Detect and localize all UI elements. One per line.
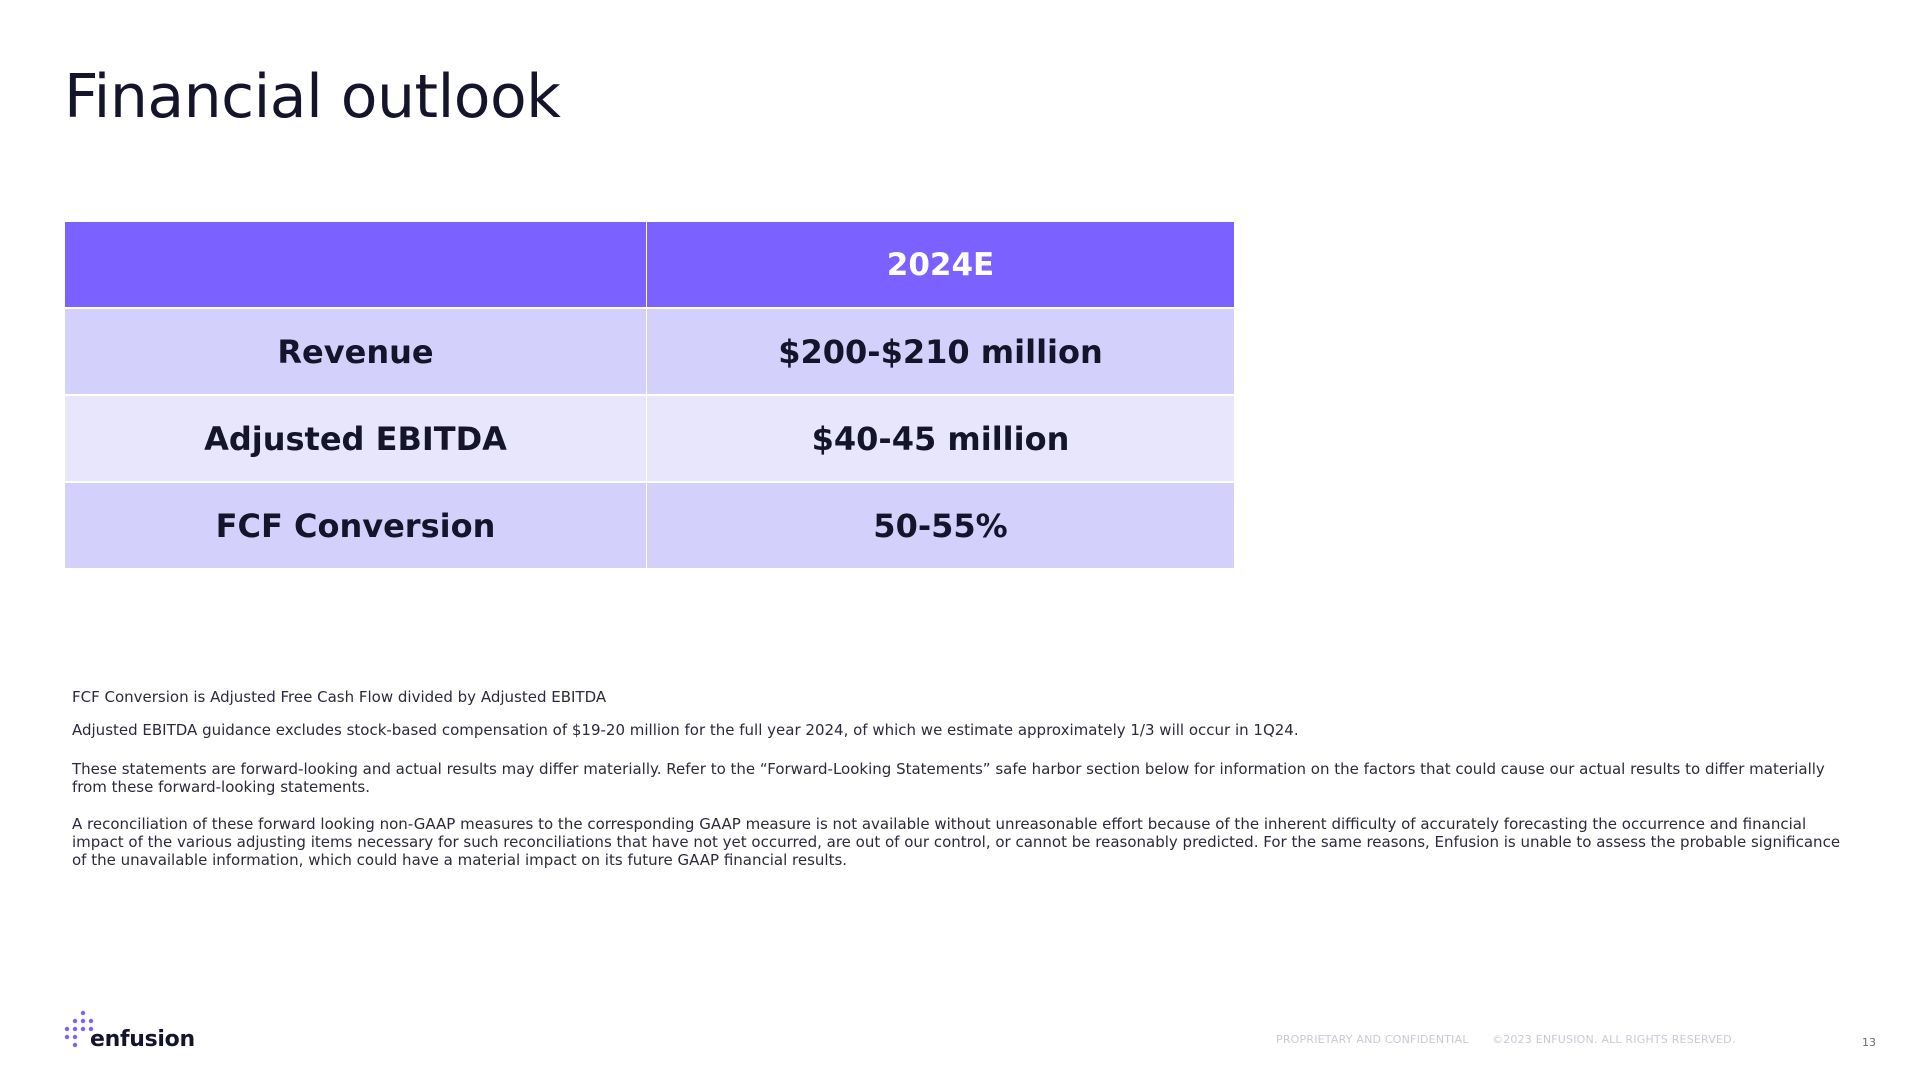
footer-confidential: PROPRIETARY AND CONFIDENTIAL bbox=[1276, 1033, 1469, 1046]
enfusion-logo: enfusion bbox=[64, 1010, 204, 1054]
row-value: $40-45 million bbox=[646, 394, 1234, 482]
table-header-row: 2024E bbox=[65, 222, 1234, 309]
row-label: FCF Conversion bbox=[65, 481, 647, 568]
footnote-forward-looking: These statements are forward-looking and… bbox=[72, 760, 1825, 796]
page-number: 13 bbox=[1862, 1036, 1876, 1049]
table-header-year: 2024E bbox=[646, 222, 1234, 309]
logo-wordmark: enfusion bbox=[90, 1027, 195, 1052]
footnote-ebitda-guidance: Adjusted EBITDA guidance excludes stock-… bbox=[72, 721, 1299, 739]
row-value: $200-$210 million bbox=[646, 307, 1234, 395]
footnotes: FCF Conversion is Adjusted Free Cash Flo… bbox=[72, 688, 1842, 869]
table-row-revenue: Revenue $200-$210 million bbox=[65, 307, 1234, 395]
table-header-label bbox=[65, 222, 647, 309]
footer-copyright: ©2023 ENFUSION. ALL RIGHTS RESERVED. bbox=[1492, 1033, 1736, 1046]
table-row-fcf-conversion: FCF Conversion 50-55% bbox=[65, 481, 1234, 568]
slide-title: Financial outlook bbox=[64, 62, 561, 132]
outlook-table: 2024E Revenue $200-$210 million Adjusted… bbox=[65, 222, 1234, 568]
table-row-adjusted-ebitda: Adjusted EBITDA $40-45 million bbox=[65, 394, 1234, 482]
row-value: 50-55% bbox=[646, 481, 1234, 568]
row-label: Revenue bbox=[65, 307, 647, 395]
row-label: Adjusted EBITDA bbox=[65, 394, 647, 482]
footnote-fcf-definition: FCF Conversion is Adjusted Free Cash Flo… bbox=[72, 688, 607, 706]
logo-dots-icon bbox=[64, 1010, 94, 1048]
footnote-reconciliation: A reconciliation of these forward lookin… bbox=[72, 815, 1841, 869]
